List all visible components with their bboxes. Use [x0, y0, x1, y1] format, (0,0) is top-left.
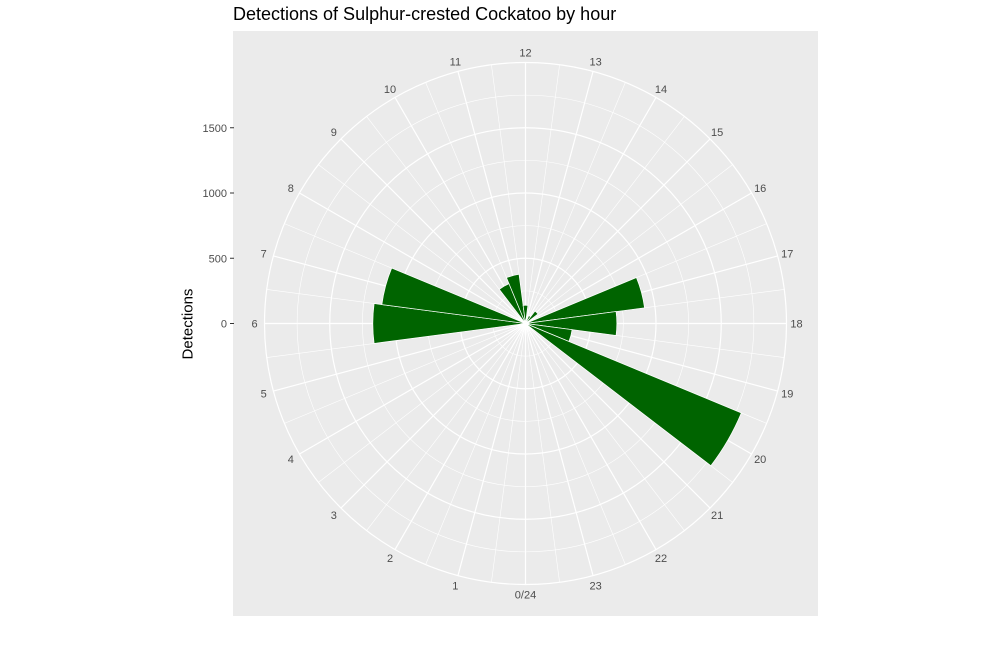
bar-hour-18 — [525, 311, 618, 336]
bar-hour-12 — [522, 304, 529, 324]
hour-label: 11 — [450, 57, 461, 69]
bar-hour-17 — [525, 277, 645, 324]
bar-hour-20 — [525, 323, 742, 467]
bar-hour-7 — [381, 267, 526, 324]
minor-circular-gridline — [296, 94, 755, 553]
y-tick-label: 500 — [209, 253, 227, 265]
hour-label: 14 — [655, 84, 667, 96]
hour-label: 12 — [519, 48, 531, 60]
hour-label: 8 — [288, 183, 294, 195]
hour-label: 9 — [331, 127, 337, 139]
hour-label: 17 — [781, 248, 793, 260]
hour-label: 22 — [655, 553, 667, 565]
bars — [372, 267, 742, 467]
hour-label: 2 — [387, 553, 393, 565]
hour-labels: 0/24123456789101112131415161718192021222… — [251, 48, 802, 602]
hour-label: 21 — [711, 510, 723, 522]
y-tick-label: 1500 — [203, 123, 227, 135]
major-circular-gridline — [329, 127, 722, 520]
y-tick-label: 1000 — [203, 188, 227, 200]
hour-label: 6 — [251, 319, 257, 331]
hour-label: 10 — [384, 84, 396, 96]
bar-hour-15 — [525, 310, 539, 324]
hour-label: 15 — [711, 127, 723, 139]
hour-label: 23 — [590, 580, 602, 592]
hour-label: 3 — [331, 510, 337, 522]
hour-label: 16 — [754, 183, 766, 195]
hour-label: 18 — [790, 319, 802, 331]
chart-title: Detections of Sulphur-crested Cockatoo b… — [233, 4, 617, 24]
hour-label: 20 — [754, 454, 766, 466]
hour-label: 0/24 — [515, 590, 536, 602]
hour-label: 1 — [452, 580, 458, 592]
major-circular-gridline — [263, 61, 788, 586]
hour-label: 13 — [590, 57, 602, 69]
hour-label: 5 — [261, 389, 267, 401]
bar-hour-6 — [372, 303, 526, 344]
hour-label: 19 — [781, 389, 793, 401]
hour-label: 4 — [288, 454, 294, 466]
y-tick-label: 0 — [221, 319, 227, 331]
y-axis: 0 500 1000 1500 — [203, 123, 234, 331]
hour-label: 7 — [261, 248, 267, 260]
bar-hour-11 — [506, 273, 526, 324]
minor-circular-gridline — [362, 160, 689, 487]
